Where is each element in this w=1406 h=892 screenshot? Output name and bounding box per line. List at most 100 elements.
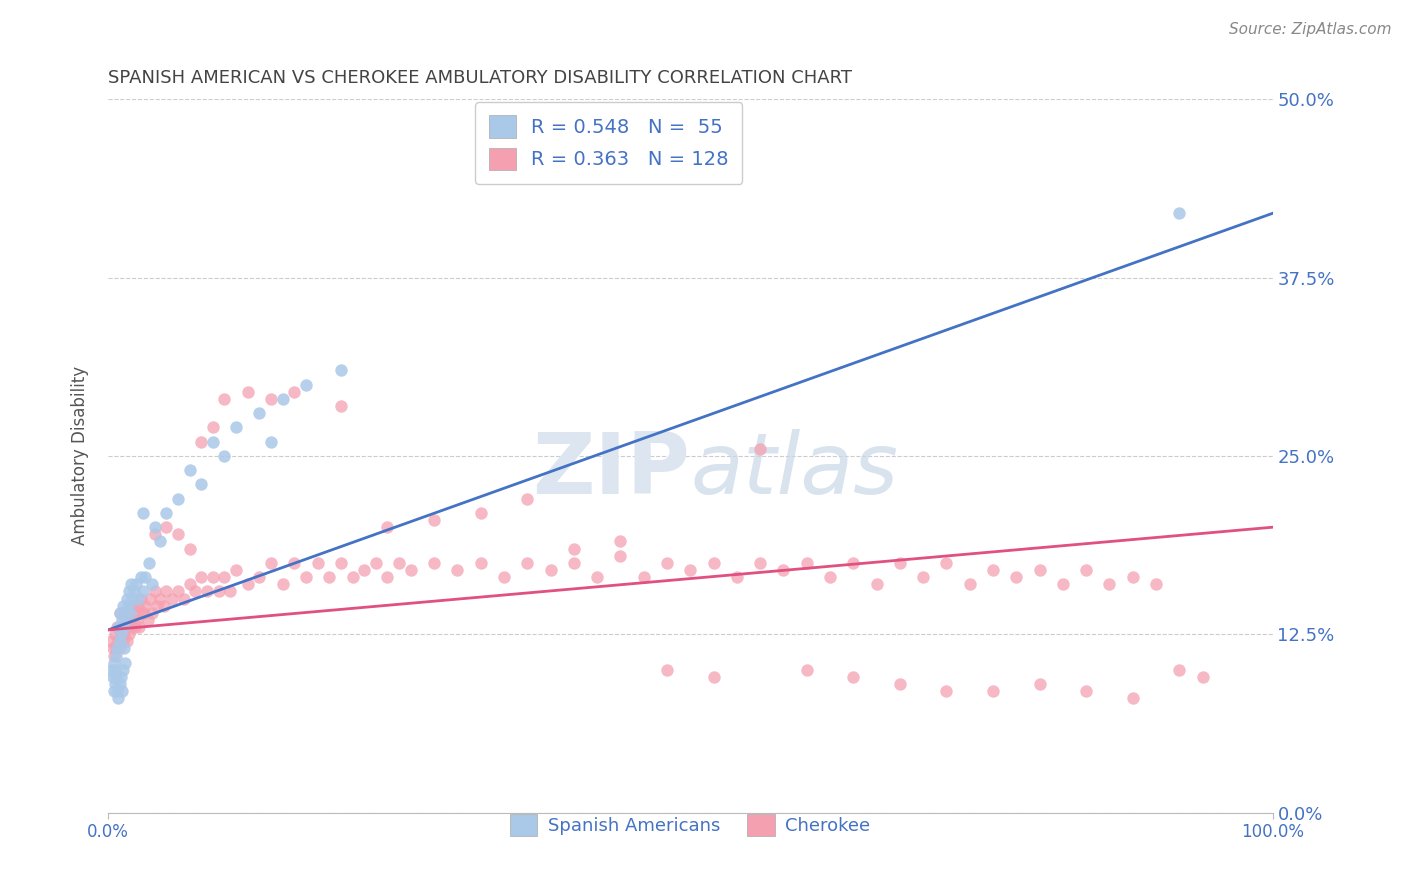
Point [127,591,149,606]
Point [609,534,631,549]
Point [143,527,166,541]
Point [214,449,236,463]
Point [912,570,935,584]
Point [190,434,212,449]
Point [149,591,172,606]
Point [247,406,270,420]
Point [114,613,136,627]
Point [125,606,148,620]
Point [179,463,201,477]
Point [889,677,911,691]
Point [219,584,242,599]
Point [112,627,135,641]
Point [935,684,957,698]
Point [138,556,160,570]
Point [201,434,224,449]
Point [120,599,142,613]
Point [271,577,294,591]
Point [865,577,887,591]
Point [1122,691,1144,706]
Point [103,648,125,663]
Point [153,599,176,613]
Point [1168,663,1191,677]
Point [586,570,609,584]
Point [818,570,841,584]
Point [118,627,141,641]
Point [247,570,270,584]
Point [114,656,136,670]
Point [132,606,155,620]
Point [143,584,166,599]
Point [207,584,229,599]
Point [195,584,218,599]
Text: SPANISH AMERICAN VS CHEROKEE AMBULATORY DISABILITY CORRELATION CHART: SPANISH AMERICAN VS CHEROKEE AMBULATORY … [108,69,852,87]
Point [190,570,212,584]
Point [377,570,399,584]
Point [655,663,678,677]
Point [388,556,411,570]
Point [679,563,702,577]
Point [516,491,538,506]
Point [236,577,259,591]
Text: ZIP: ZIP [533,429,690,512]
Point [796,556,818,570]
Point [562,556,585,570]
Point [1191,670,1213,684]
Point [562,541,585,556]
Point [132,606,155,620]
Point [146,599,169,613]
Point [103,656,125,670]
Point [260,434,283,449]
Point [796,663,818,677]
Point [100,634,122,648]
Point [122,599,145,613]
Point [149,534,172,549]
Point [423,513,446,527]
Point [110,627,132,641]
Point [271,392,294,406]
Point [155,520,177,534]
Point [111,613,134,627]
Point [111,620,134,634]
Point [190,477,212,491]
Point [1076,563,1098,577]
Point [129,570,152,584]
Point [132,506,155,520]
Point [112,620,135,634]
Point [127,613,149,627]
Point [329,556,352,570]
Point [260,392,283,406]
Point [105,620,128,634]
Point [101,670,124,684]
Point [353,563,375,577]
Point [492,570,515,584]
Point [120,606,142,620]
Point [115,634,138,648]
Point [160,591,183,606]
Point [283,556,305,570]
Point [132,584,155,599]
Point [540,563,562,577]
Point [100,663,122,677]
Point [103,684,125,698]
Point [128,620,150,634]
Point [633,570,655,584]
Point [122,584,145,599]
Point [104,663,127,677]
Point [179,541,201,556]
Point [981,563,1004,577]
Point [112,663,135,677]
Point [935,556,957,570]
Point [295,570,318,584]
Point [703,556,725,570]
Point [155,506,177,520]
Point [1098,577,1121,591]
Point [104,677,127,691]
Point [842,670,865,684]
Point [214,392,236,406]
Point [127,599,149,613]
Point [110,627,132,641]
Point [104,627,127,641]
Point [111,684,134,698]
Point [655,556,678,570]
